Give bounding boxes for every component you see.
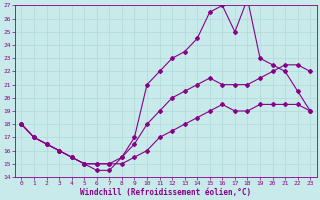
X-axis label: Windchill (Refroidissement éolien,°C): Windchill (Refroidissement éolien,°C) [80, 188, 252, 197]
